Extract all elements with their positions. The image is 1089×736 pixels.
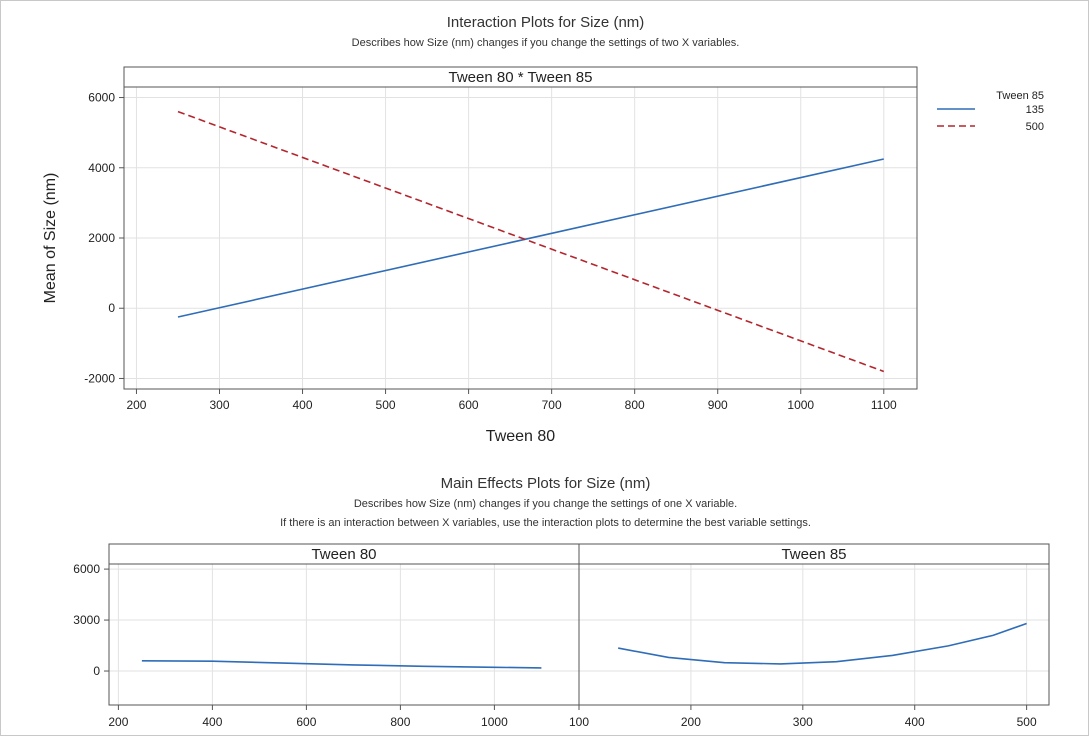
interaction-legend: Tween 85 135 500 — [937, 90, 1044, 133]
x-tick-label: 400 — [293, 398, 313, 412]
main-effects-series — [141, 622, 1027, 669]
x-tick-label: 400 — [905, 715, 925, 729]
x-tick-label: 100 — [569, 715, 589, 729]
y-tick-label: 3000 — [73, 613, 100, 627]
y-tick-label: 4000 — [88, 161, 115, 175]
x-tick-label: 200 — [681, 715, 701, 729]
interaction-plot-title: Interaction Plots for Size (nm) — [446, 14, 645, 31]
legend-title: Tween 85 — [996, 90, 1044, 102]
x-tick-label: 500 — [1017, 715, 1037, 729]
x-tick-label: 1000 — [481, 715, 508, 729]
x-tick-label: 800 — [625, 398, 645, 412]
x-tick-label: 400 — [202, 715, 222, 729]
series-line-500 — [177, 110, 885, 373]
x-tick-label: 300 — [209, 398, 229, 412]
panel-strip-label: Tween 85 — [781, 546, 846, 563]
x-tick-label: 200 — [126, 398, 146, 412]
y-tick-label: 0 — [93, 664, 100, 678]
plot-frame — [123, 66, 918, 390]
y-tick-label: 0 — [108, 301, 115, 315]
y-tick-label: 6000 — [88, 91, 115, 105]
x-tick-label: 500 — [376, 398, 396, 412]
y-tick-label: 2000 — [88, 231, 115, 245]
main-effect-line — [141, 660, 542, 669]
interaction-chart: 200 300 400 500 600 700 800 900 1000 1100 -2000 0 20… — [42, 66, 1044, 445]
x-tick-label: 300 — [793, 715, 813, 729]
panel-strip-label: Tween 80 * Tween 85 — [449, 69, 593, 86]
y-tick-label: -2000 — [84, 371, 115, 385]
interaction-series — [177, 110, 885, 373]
y-axis-label: Mean of Size (nm) — [42, 173, 59, 304]
x-tick-label: 1100 — [871, 398, 897, 412]
legend-label-500: 500 — [1026, 121, 1044, 133]
x-tick-label: 900 — [708, 398, 728, 412]
x-tick-label: 1000 — [787, 398, 814, 412]
series-line-135 — [177, 158, 884, 318]
x-tick-label: 800 — [390, 715, 410, 729]
y-tick-label: 6000 — [73, 562, 100, 576]
x-tick-label: 200 — [108, 715, 128, 729]
interaction-plot-subtitle: Describes how Size (nm) changes if you c… — [351, 37, 740, 49]
x-tick-label: 600 — [296, 715, 316, 729]
x-tick-label: 700 — [542, 398, 562, 412]
x-tick-label: 600 — [459, 398, 479, 412]
main-effects-subtitle-2: If there is an interaction between X var… — [280, 517, 811, 529]
interaction-grid — [124, 87, 917, 389]
panel-frame — [578, 543, 1050, 706]
main-effect-line — [618, 622, 1027, 665]
interaction-axes: 200 300 400 500 600 700 800 900 1000 1100 -2000 0 20… — [42, 66, 918, 445]
legend-label-135: 135 — [1026, 104, 1044, 116]
main-effects-grid — [109, 564, 1049, 705]
main-effects-title: Main Effects Plots for Size (nm) — [440, 475, 651, 492]
main-effects-axes: 200 400 600 800 1000 0 3000 6000 Tween 80 100 200 3… — [73, 543, 1050, 729]
x-axis-label: Tween 80 — [486, 428, 555, 445]
panel-strip-label: Tween 80 — [311, 546, 376, 563]
main-effects-subtitle-1: Describes how Size (nm) changes if you c… — [353, 498, 738, 510]
panel-frame — [108, 543, 580, 706]
